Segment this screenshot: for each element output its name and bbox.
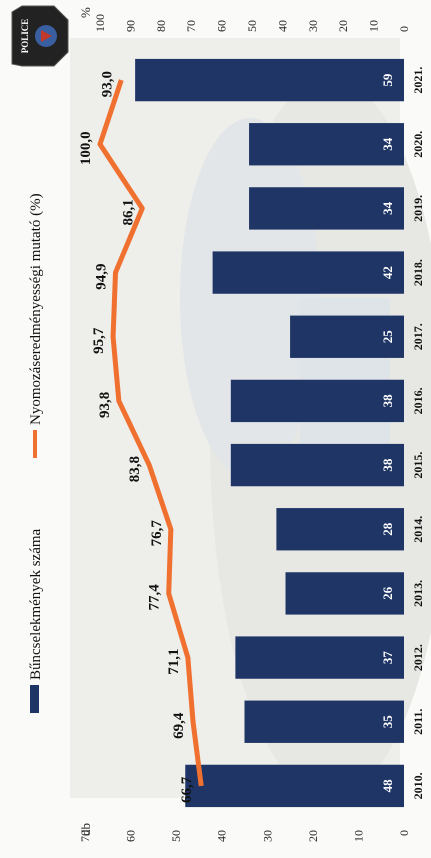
right-tick-label: 70: [184, 20, 198, 32]
left-tick-label: 0: [397, 830, 411, 836]
category-label: 2010.: [411, 772, 425, 799]
line-value-label: 93,8: [97, 392, 113, 418]
bar-value-label: 59: [380, 73, 395, 87]
bar-value-label: 28: [380, 522, 395, 536]
category-label: 2017.: [411, 323, 425, 350]
legend-line-label: Nyomozáseredményességi mutató (%): [28, 193, 44, 425]
line-value-label: 86,1: [120, 199, 136, 225]
bar-value-label: 35: [380, 715, 395, 729]
category-label: 2016.: [411, 387, 425, 414]
category-label: 2013.: [411, 580, 425, 607]
line-value-label: 69,4: [171, 712, 187, 739]
right-tick-label: 80: [154, 20, 168, 32]
category-label: 2012.: [411, 644, 425, 671]
bar: [212, 251, 404, 294]
bar: [249, 187, 404, 230]
right-tick-label: 60: [215, 20, 229, 32]
bar-value-label: 42: [380, 266, 395, 279]
bar: [185, 764, 404, 808]
bar-value-label: 38: [380, 394, 395, 408]
line-value-label: 76,7: [149, 520, 165, 547]
right-tick-label: 20: [336, 20, 350, 32]
category-label: 2019.: [411, 195, 425, 222]
police-badge-text: POLICE: [20, 19, 30, 54]
police-badge-icon: POLICE: [11, 5, 69, 67]
bars: 48 35 37 26 28 38 38 25 42 34 34 59: [135, 58, 405, 808]
line-value-label: 71,1: [166, 648, 182, 674]
bar-value-label: 25: [380, 330, 395, 344]
bar-value-label: 38: [380, 458, 395, 472]
left-tick-label: 40: [215, 830, 229, 842]
left-tick-label: 20: [306, 830, 320, 842]
line-value-label: 77,4: [147, 584, 163, 611]
bar-value-label: 48: [380, 779, 395, 793]
bar: [230, 379, 404, 423]
bar-value-label: 34: [380, 137, 395, 151]
category-label: 2020.: [411, 131, 425, 158]
bar: [290, 315, 405, 358]
line-value-label: 83,8: [127, 456, 143, 482]
right-tick-label: 40: [275, 20, 289, 32]
bar: [235, 636, 404, 679]
bar-value-label: 26: [380, 586, 395, 600]
right-tick-label: 0: [397, 26, 411, 32]
left-tick-label: 30: [260, 830, 274, 842]
left-axis-unit: db: [78, 823, 93, 836]
right-tick-label: 90: [123, 20, 137, 32]
bar: [276, 508, 404, 551]
legend-bar-label: Bűncselekmények száma: [28, 528, 44, 680]
legend: Bűncselekmények száma Nyomozáseredményes…: [28, 193, 44, 713]
left-tick-label: 70: [78, 830, 92, 842]
right-tick-label: 10: [367, 20, 381, 32]
bar: [135, 58, 404, 102]
category-label: 2021.: [411, 67, 425, 94]
line-path: [97, 79, 204, 787]
bar: [249, 123, 404, 166]
category-label: 2018.: [411, 259, 425, 286]
bar: [230, 443, 404, 487]
bar: [285, 572, 404, 615]
bar: [244, 700, 404, 743]
right-tick-label: 50: [245, 20, 259, 32]
line-value-label: 66,7: [179, 776, 195, 803]
category-label: 2011.: [411, 709, 425, 735]
legend-bar-swatch: [30, 685, 39, 713]
line-value-label: 100,0: [78, 131, 94, 165]
right-axis-unit: %: [78, 7, 93, 18]
line-series: 66,7 69,4 71,1 77,4 76,7 83,8 93,8 95,7 94,9 86,1…: [78, 71, 204, 803]
left-tick-label: 60: [124, 830, 138, 842]
line-value-label: 95,7: [91, 327, 107, 354]
category-label: 2015.: [411, 452, 425, 479]
left-tick-label: 10: [351, 830, 365, 842]
right-tick-label: 100: [93, 14, 107, 32]
right-tick-label: 30: [306, 20, 320, 32]
bar-value-label: 37: [380, 651, 395, 665]
axes: 0 10 20 30 40 50 60 70 0 10 20 30 40 50 60 70 80 90 100 201…: [78, 14, 425, 842]
line-value-label: 94,9: [94, 263, 110, 289]
line-value-label: 93,0: [99, 71, 115, 97]
category-label: 2014.: [411, 516, 425, 543]
left-tick-label: 50: [169, 830, 183, 842]
bar-value-label: 34: [380, 201, 395, 215]
